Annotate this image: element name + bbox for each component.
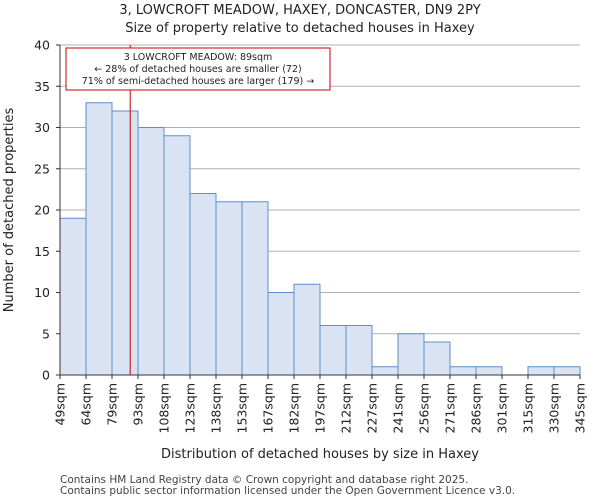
x-tick-label: 345sqm [573,383,588,433]
y-tick-label: 10 [34,285,50,300]
x-tick-label: 64sqm [79,383,94,426]
footer-line-1: Contains HM Land Registry data © Crown c… [60,474,468,486]
histogram-bar [163,135,191,376]
x-tick-label: 256sqm [417,383,432,433]
y-tick-label: 40 [34,38,50,53]
x-tick-label: 315sqm [521,383,536,433]
x-tick-label: 241sqm [391,383,406,433]
histogram-bar [85,102,113,376]
histogram-bar [189,193,217,376]
x-tick-label: 79sqm [105,383,120,426]
x-tick-label: 330sqm [547,383,562,433]
histogram-bar [449,366,477,376]
x-tick-label: 301sqm [495,383,510,433]
histogram-bar [319,325,347,376]
histogram-bar [345,325,373,376]
x-tick-label: 108sqm [157,383,172,433]
annotation-box: 3 LOWCROFT MEADOW: 89sqm ← 28% of detach… [65,47,331,91]
histogram-bar [215,201,243,376]
x-tick-label: 167sqm [261,383,276,433]
footer-line-2: Contains public sector information licen… [60,485,515,497]
bars [59,102,581,376]
histogram-bar [59,217,87,376]
chart-title: 3, LOWCROFT MEADOW, HAXEY, DONCASTER, DN… [119,3,480,18]
y-tick-label: 35 [34,79,50,94]
x-tick-labels: 49sqm 64sqm 79sqm 93sqm 108sqm 123sqm 138sqm 15… [53,375,588,433]
x-tick-label: 286sqm [469,383,484,433]
x-tick-label: 227sqm [365,383,380,433]
y-tick-label: 15 [34,244,50,259]
histogram-bar [423,341,451,376]
histogram-bar [397,333,425,376]
x-tick-label: 153sqm [235,383,250,433]
x-tick-label: 182sqm [287,383,302,433]
x-tick-label: 93sqm [131,383,146,426]
annotation-line-3: 71% of semi-detached houses are larger (… [82,76,315,87]
chart-subtitle: Size of property relative to detached ho… [125,21,475,36]
y-axis-label: Number of detached properties [2,108,17,313]
x-tick-label: 271sqm [443,383,458,433]
y-tick-labels: 0 5 10 15 20 25 30 35 40 [34,38,60,383]
y-tick-label: 20 [34,203,50,218]
y-tick-label: 0 [42,368,50,383]
histogram-bar [137,127,165,376]
annotation-line-1: 3 LOWCROFT MEADOW: 89sqm [124,52,273,63]
histogram-bar [293,283,321,376]
histogram-bar [553,366,581,376]
y-tick-label: 5 [42,326,50,341]
histogram-bar [527,366,555,376]
x-tick-label: 212sqm [339,383,354,433]
histogram-bar [111,110,139,376]
y-tick-label: 25 [34,161,50,176]
x-axis-label: Distribution of detached houses by size … [161,447,479,462]
histogram-bar [475,366,503,376]
annotation-line-2: ← 28% of detached houses are smaller (72… [94,64,301,75]
x-tick-label: 138sqm [209,383,224,433]
histogram-bar [241,201,269,376]
histogram-bar [267,292,295,376]
x-tick-label: 197sqm [313,383,328,433]
x-tick-label: 123sqm [183,383,198,433]
y-tick-label: 30 [34,120,50,135]
histogram-bar [371,366,399,376]
x-tick-label: 49sqm [53,383,68,426]
